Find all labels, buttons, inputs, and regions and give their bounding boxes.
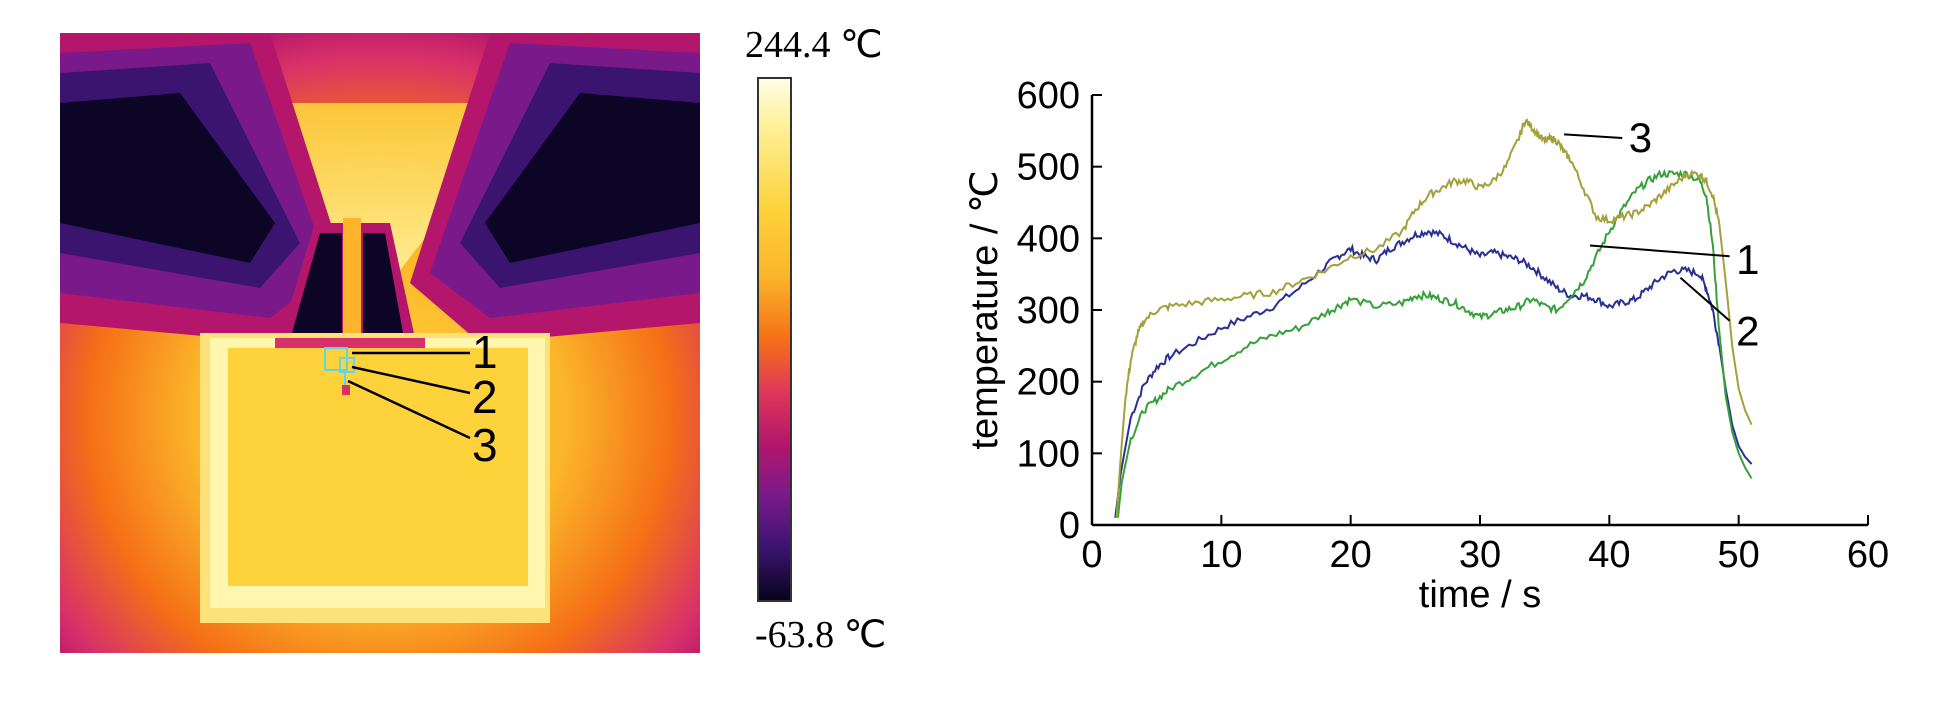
point-label-1: 1 — [472, 326, 498, 378]
temperature-colorbar — [757, 77, 792, 602]
right-electrode-arm — [410, 33, 700, 343]
x-axis-label: time / s — [1419, 574, 1541, 616]
annotation-leader-1 — [1589, 244, 1730, 258]
x-tick-label: 30 — [1459, 534, 1501, 576]
y-tick-label: 500 — [1017, 147, 1080, 189]
y-tick-label: 200 — [1017, 362, 1080, 404]
y-axis-label: temperature / ℃ — [964, 170, 1006, 449]
leader-line-3 — [347, 379, 471, 440]
left-electrode-arm — [60, 33, 350, 343]
series-line-3 — [1115, 118, 1753, 518]
x-tick-label: 0 — [1081, 534, 1102, 576]
measurement-markers — [324, 347, 355, 388]
annotation-leader-3 — [1564, 133, 1623, 139]
thermal-image: 1 2 3 — [60, 33, 700, 653]
y-tick-label: 400 — [1017, 218, 1080, 260]
x-tick-label: 20 — [1330, 534, 1372, 576]
point-label-3: 3 — [472, 419, 498, 471]
y-tick-label: 0 — [1059, 505, 1080, 547]
y-tick-label: 600 — [1017, 75, 1080, 117]
x-tick-label: 60 — [1847, 534, 1889, 576]
series-line-2 — [1116, 168, 1753, 518]
series-line-1 — [1114, 228, 1753, 518]
point-label-2: 2 — [472, 371, 498, 423]
x-tick-label: 50 — [1718, 534, 1760, 576]
colorbar-min-label: -63.8 ℃ — [755, 614, 887, 656]
colorbar-max-label: 244.4 ℃ — [745, 24, 883, 66]
annotation-label-1: 1 — [1736, 236, 1759, 283]
y-tick-label: 300 — [1017, 290, 1080, 332]
annotation-label-3: 3 — [1629, 114, 1652, 161]
y-tick-label: 100 — [1017, 433, 1080, 475]
x-tick-label: 10 — [1200, 534, 1242, 576]
annotation-label-2: 2 — [1736, 308, 1759, 355]
annotation-leader-2 — [1679, 276, 1731, 322]
leader-line-2 — [351, 365, 471, 395]
thermal-image-drawing: 1 2 3 — [60, 33, 700, 653]
x-tick-label: 40 — [1588, 534, 1630, 576]
